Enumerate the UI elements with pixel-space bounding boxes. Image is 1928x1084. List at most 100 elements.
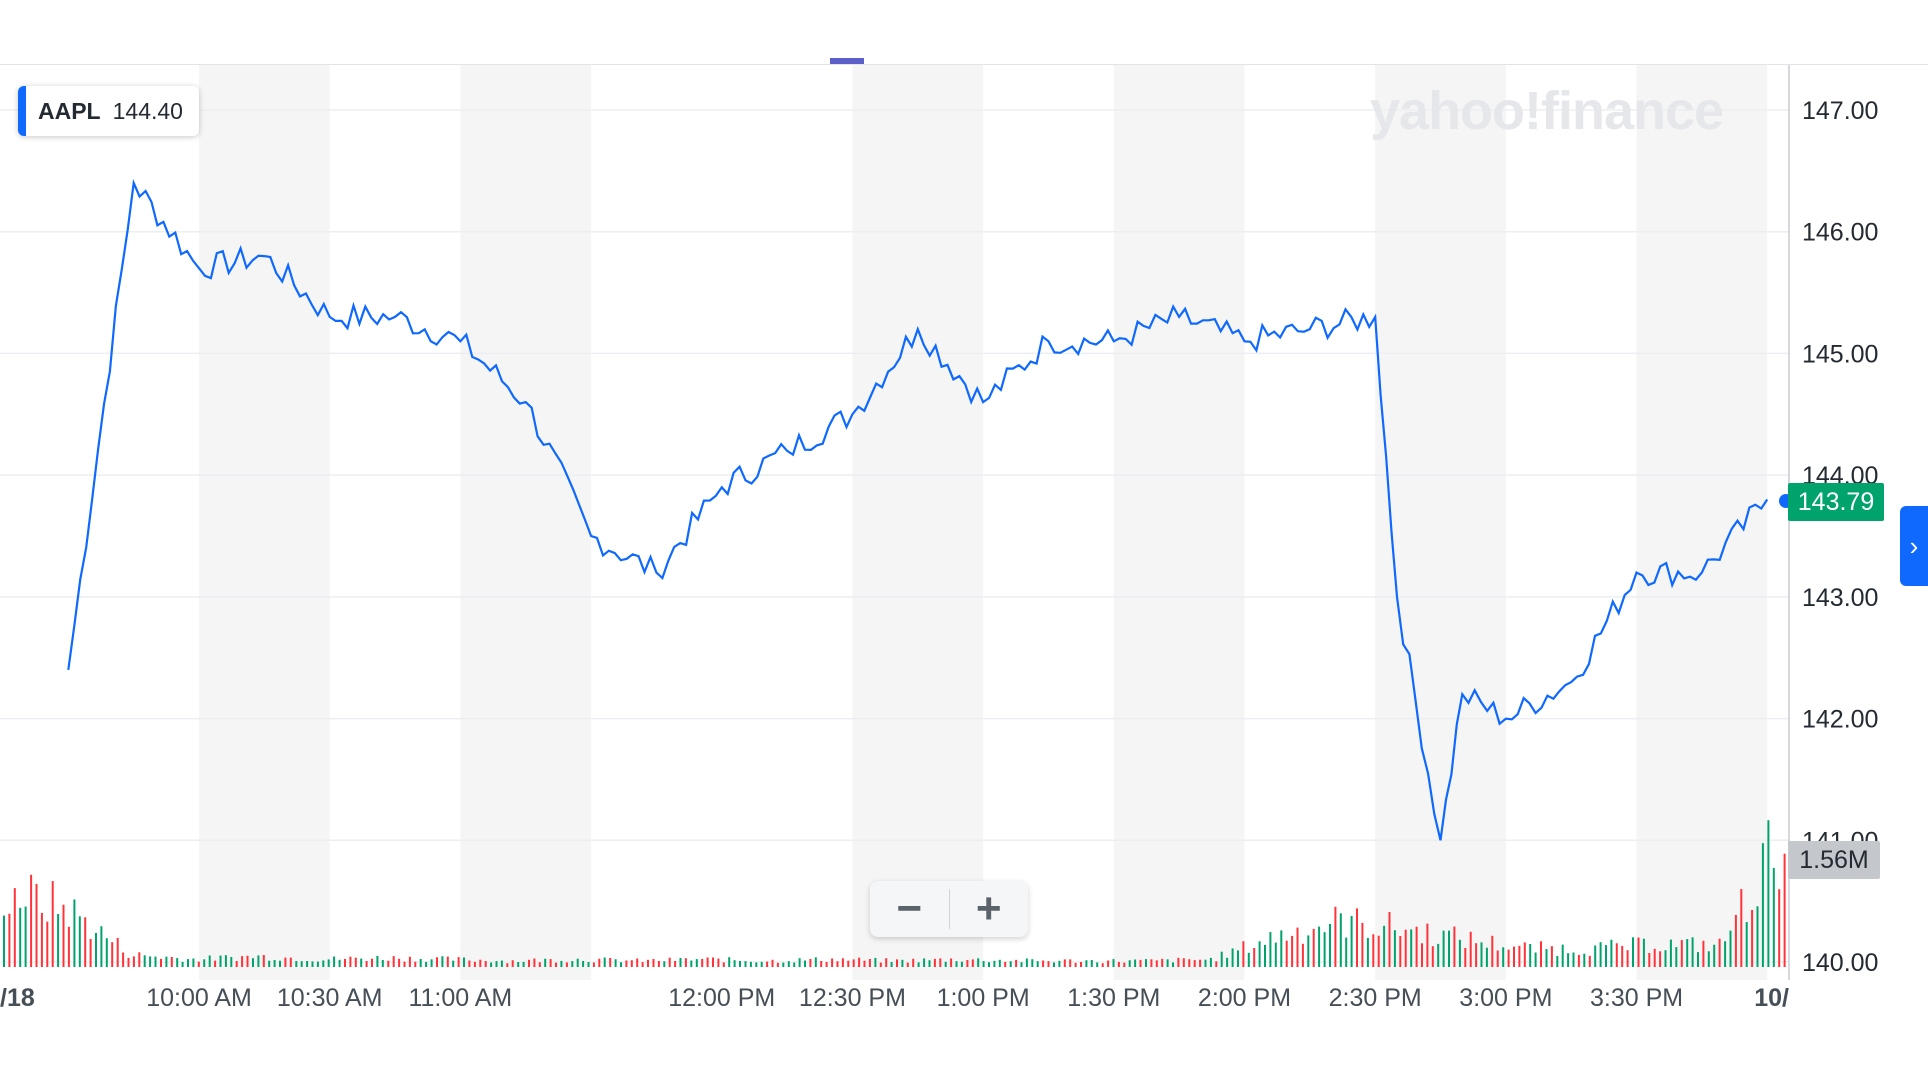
top-border	[0, 64, 1928, 65]
volume-bar	[192, 958, 195, 967]
zoom-in-button[interactable]: +	[975, 884, 1002, 933]
volume-bar	[495, 961, 498, 967]
legend-symbol: AAPL	[38, 97, 101, 124]
volume-bar	[1177, 957, 1180, 967]
volume-bar	[620, 962, 622, 967]
volume-bar	[977, 958, 980, 967]
volume-bar	[1117, 961, 1120, 967]
volume-bar	[592, 962, 595, 967]
volume-bar	[1199, 959, 1202, 967]
volume-bar	[1215, 961, 1218, 967]
volume-bar	[306, 961, 309, 967]
volume-bar	[1426, 923, 1429, 967]
volume-bar	[365, 961, 368, 967]
volume-bar	[679, 958, 682, 967]
volume-bar	[722, 962, 725, 967]
legend[interactable]: AAPL 144.40	[18, 86, 199, 136]
volume-bar	[1588, 955, 1591, 967]
volume-bar	[798, 958, 801, 967]
volume-bar	[776, 962, 779, 967]
time-band-4	[1375, 65, 1506, 980]
volume-bar	[132, 956, 135, 967]
volume-bar	[1047, 961, 1050, 967]
volume-bar	[1540, 941, 1542, 967]
volume-bar	[1680, 940, 1683, 967]
volume-bar	[993, 960, 996, 967]
volume-bar	[1561, 944, 1564, 967]
y-tick-label-2: 145.00	[1802, 340, 1878, 368]
volume-bar	[874, 957, 877, 967]
x-tick-label-8: 2:00 PM	[1198, 984, 1291, 1012]
volume-bar	[1464, 948, 1467, 967]
volume-bar	[78, 916, 81, 967]
volume-bar	[609, 958, 612, 967]
volume-bar	[3, 915, 5, 967]
volume-bar	[858, 957, 861, 967]
volume-bar	[982, 961, 985, 967]
volume-bar	[1458, 939, 1461, 967]
expand-panel-button[interactable]: ›	[1900, 506, 1928, 586]
volume-bar	[960, 961, 963, 967]
volume-bar	[1751, 910, 1754, 967]
current-price-tag: 143.79	[1788, 483, 1884, 521]
volume-bar	[403, 961, 406, 967]
volume-bar	[538, 962, 541, 967]
volume-bar	[479, 959, 482, 967]
volume-bar	[587, 962, 590, 967]
volume-bar	[203, 959, 206, 967]
volume-bar	[1020, 962, 1023, 967]
volume-bar	[300, 961, 303, 967]
volume-bar	[273, 960, 276, 967]
volume-bar	[1697, 952, 1699, 967]
volume-bar	[739, 960, 741, 967]
volume-bar	[1226, 957, 1229, 967]
volume-bar	[1756, 906, 1759, 967]
volume-bar	[749, 961, 752, 967]
volume-bar	[13, 888, 16, 967]
volume-bar	[1556, 955, 1559, 967]
volume-bar	[1632, 937, 1634, 967]
volume-bar	[1567, 953, 1570, 967]
legend-value: 144.40	[112, 97, 183, 124]
volume-bar	[1442, 930, 1445, 967]
x-tick-label-6: 1:00 PM	[937, 984, 1030, 1012]
y-tick-label-7: 140.00	[1802, 949, 1878, 977]
volume-bar	[1291, 935, 1294, 967]
volume-bar	[988, 962, 990, 967]
volume-bar	[1772, 867, 1775, 967]
volume-bar	[1329, 923, 1331, 967]
volume-bar	[1767, 820, 1770, 967]
volume-bar	[684, 958, 687, 967]
volume-bar	[1686, 939, 1689, 967]
volume-bar	[1253, 948, 1256, 967]
volume-bar	[560, 960, 563, 967]
volume-bar	[1610, 939, 1613, 967]
volume-bar	[1507, 949, 1510, 967]
volume-bar	[1155, 960, 1158, 967]
volume-bar	[944, 961, 947, 967]
zoom-out-button[interactable]: −	[896, 884, 923, 933]
volume-bar	[966, 960, 969, 967]
volume-bar	[1372, 934, 1375, 967]
volume-bar	[1642, 938, 1645, 967]
volume-bar	[181, 961, 184, 967]
volume-bar	[701, 959, 704, 967]
volume-bar	[122, 952, 125, 967]
volume-bar	[1350, 915, 1353, 967]
volume-bar	[841, 958, 844, 967]
volume-bar	[1220, 951, 1223, 967]
volume-bar	[1258, 941, 1261, 967]
volume-bar	[160, 958, 162, 967]
volume-bar	[1139, 959, 1142, 967]
volume-bar	[143, 955, 146, 967]
volume-bar	[1702, 940, 1705, 967]
volume-bar	[831, 958, 834, 967]
volume-bar	[1659, 951, 1662, 967]
volume-bar	[804, 960, 806, 967]
volume-bar	[1101, 963, 1104, 967]
volume-bar	[257, 955, 260, 967]
volume-bar	[338, 959, 341, 967]
volume-bar	[1345, 937, 1348, 967]
